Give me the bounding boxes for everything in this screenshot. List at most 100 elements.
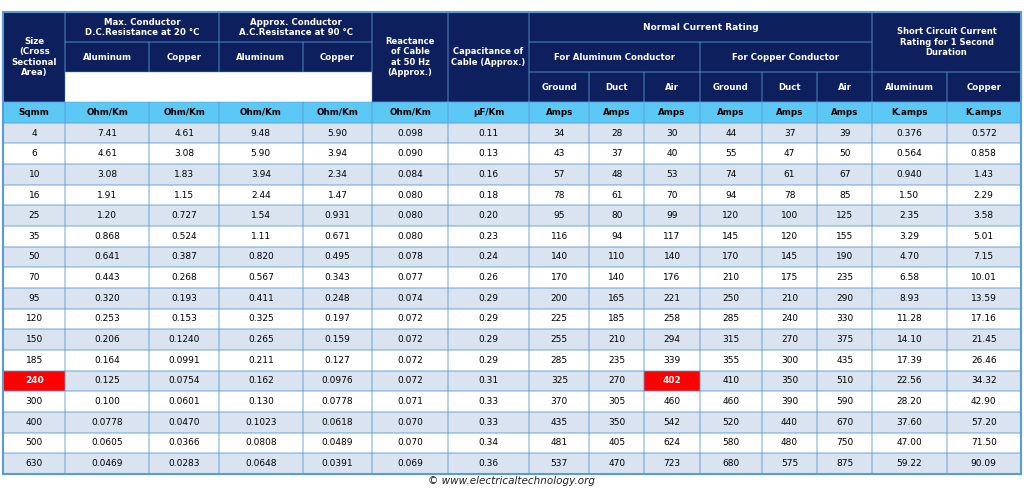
Text: 78: 78	[554, 191, 565, 199]
Bar	[303, 453, 373, 474]
Bar	[219, 12, 373, 42]
Text: 95: 95	[29, 294, 40, 303]
Bar	[762, 205, 817, 226]
Text: 0.197: 0.197	[325, 314, 350, 324]
Bar	[644, 123, 699, 143]
Text: 39: 39	[839, 129, 851, 137]
Bar	[219, 226, 303, 246]
Text: 140: 140	[551, 252, 568, 262]
Bar	[946, 205, 1021, 226]
Bar	[373, 288, 447, 309]
Bar	[219, 246, 303, 267]
Bar	[529, 164, 590, 185]
Bar	[373, 205, 447, 226]
Bar	[762, 143, 817, 164]
Bar	[529, 123, 590, 143]
Bar	[872, 329, 946, 350]
Bar	[303, 102, 373, 123]
Bar	[3, 226, 66, 246]
Text: 40: 40	[667, 149, 678, 158]
Bar	[762, 371, 817, 391]
Text: 4.61: 4.61	[97, 149, 118, 158]
Text: Ground: Ground	[713, 82, 749, 92]
Text: 0.29: 0.29	[478, 314, 499, 324]
Bar	[373, 102, 447, 123]
Bar	[529, 391, 590, 412]
Text: 0.265: 0.265	[248, 335, 273, 344]
Bar	[66, 329, 150, 350]
Bar	[219, 350, 303, 371]
Text: 0.071: 0.071	[397, 397, 423, 406]
Text: For Aluminum Conductor: For Aluminum Conductor	[554, 53, 675, 62]
Text: 330: 330	[836, 314, 853, 324]
Text: 0.940: 0.940	[897, 170, 923, 179]
Bar	[817, 185, 872, 205]
Bar	[3, 205, 66, 226]
Text: Aluminum: Aluminum	[83, 53, 132, 62]
Bar	[699, 72, 762, 102]
Text: 1.11: 1.11	[251, 232, 271, 241]
Bar	[872, 433, 946, 453]
Text: 390: 390	[781, 397, 798, 406]
Bar	[872, 72, 946, 102]
Bar	[762, 433, 817, 453]
Bar	[447, 309, 529, 329]
Text: 0.564: 0.564	[897, 149, 923, 158]
Bar	[762, 453, 817, 474]
Bar	[3, 288, 66, 309]
Bar	[447, 102, 529, 123]
Bar	[529, 205, 590, 226]
Bar	[303, 433, 373, 453]
Text: 90.09: 90.09	[971, 459, 996, 468]
Text: 0.211: 0.211	[248, 356, 273, 365]
Text: 270: 270	[781, 335, 798, 344]
Text: 0.376: 0.376	[896, 129, 923, 137]
Bar	[219, 391, 303, 412]
Text: 210: 210	[608, 335, 626, 344]
Bar	[219, 412, 303, 433]
Bar	[762, 288, 817, 309]
Text: 315: 315	[722, 335, 739, 344]
Bar	[946, 391, 1021, 412]
Bar	[303, 267, 373, 288]
Bar	[66, 246, 150, 267]
Text: 624: 624	[664, 438, 681, 447]
Bar	[66, 329, 150, 350]
Bar	[699, 123, 762, 143]
Text: 221: 221	[664, 294, 681, 303]
Bar	[219, 433, 303, 453]
Bar	[373, 164, 447, 185]
Bar	[699, 329, 762, 350]
Bar	[590, 371, 644, 391]
Text: Max. Conductor
D.C.Resistance at 20 °C: Max. Conductor D.C.Resistance at 20 °C	[85, 18, 200, 37]
Bar	[447, 205, 529, 226]
Text: 0.29: 0.29	[478, 294, 499, 303]
Bar	[699, 205, 762, 226]
Text: Copper: Copper	[967, 82, 1001, 92]
Text: 48: 48	[611, 170, 623, 179]
Bar	[699, 185, 762, 205]
Text: 542: 542	[664, 418, 681, 427]
Text: Reactance
of Cable
at 50 Hz
(Approx.): Reactance of Cable at 50 Hz (Approx.)	[385, 37, 435, 77]
Bar	[303, 453, 373, 474]
Bar	[150, 453, 219, 474]
Bar	[219, 42, 303, 72]
Bar	[644, 350, 699, 371]
Bar	[150, 309, 219, 329]
Bar	[3, 246, 66, 267]
Text: 0.11: 0.11	[478, 129, 499, 137]
Text: 0.411: 0.411	[248, 294, 273, 303]
Bar	[699, 246, 762, 267]
Bar	[590, 164, 644, 185]
Bar	[699, 185, 762, 205]
Text: 0.080: 0.080	[397, 191, 423, 199]
Text: 140: 140	[664, 252, 681, 262]
Text: 190: 190	[836, 252, 853, 262]
Text: 1.20: 1.20	[97, 211, 118, 220]
Bar	[762, 371, 817, 391]
Bar	[644, 185, 699, 205]
Bar	[373, 123, 447, 143]
Text: 0.320: 0.320	[94, 294, 120, 303]
Text: 0.0618: 0.0618	[322, 418, 353, 427]
Bar	[817, 185, 872, 205]
